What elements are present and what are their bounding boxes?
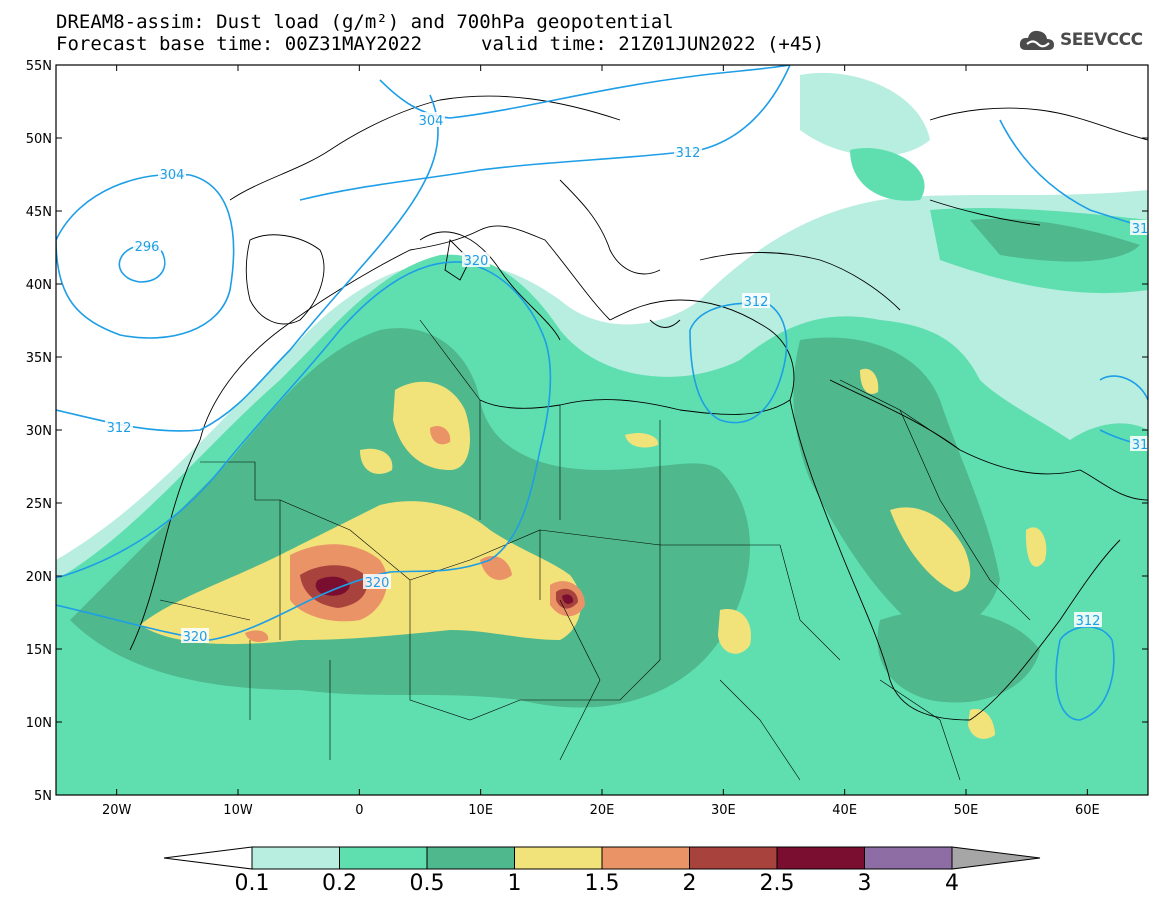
dust-band-1 <box>360 448 393 474</box>
lat-tick-label: 35N <box>26 351 52 366</box>
contour-label-bg <box>363 574 391 589</box>
colorbar-swatch <box>601 846 690 870</box>
contour-label: 31 <box>1132 222 1149 237</box>
dust-band-0-5 <box>970 218 1140 262</box>
lat-tick-label: 10N <box>26 716 52 731</box>
colorbar-level-label: 0.5 <box>410 871 445 896</box>
contour-label: 312 <box>744 295 769 310</box>
colorbar-swatch <box>339 846 428 870</box>
lon-tick-label: 10E <box>468 803 493 818</box>
contour-label-bg <box>1130 436 1150 451</box>
colorbar-level-label: 0.2 <box>322 871 357 896</box>
lon-tick-label: 40E <box>832 803 857 818</box>
colorbar-under-arrow <box>163 846 253 870</box>
colorbar-level-label: 2 <box>683 871 697 896</box>
lon-tick-label: 10W <box>223 803 253 818</box>
borders <box>159 319 1031 781</box>
lat-tick-label: 45N <box>26 205 52 220</box>
lat-tick-label: 30N <box>26 424 52 439</box>
forecast-base-time: Forecast base time: 00Z31MAY2022 <box>56 33 423 55</box>
contour-label-bg <box>133 238 161 253</box>
contour-label-bg <box>181 628 209 643</box>
colorbar-level-label: 0.1 <box>235 871 270 896</box>
colorbar-level-label: 3 <box>858 871 872 896</box>
dust-band-2-5 <box>315 576 350 596</box>
seevccc-logo: SEEVCCC <box>1018 26 1143 54</box>
lat-tick-label: 20N <box>26 570 52 585</box>
contour-label: 31 <box>1132 438 1149 453</box>
contour-label: 312 <box>1076 614 1101 629</box>
lat-tick-label: 15N <box>26 643 52 658</box>
logo-text: SEEVCCC <box>1060 30 1143 50</box>
map-title: DREAM8-assim: Dust load (g/m²) and 700hP… <box>56 11 674 33</box>
dust-band-1-5 <box>480 555 512 580</box>
lat-tick-label: 50N <box>26 132 52 147</box>
lat-tick-label: 40N <box>26 278 52 293</box>
colorbar-swatch <box>251 846 340 870</box>
dust-band-1-5 <box>245 630 269 642</box>
cloud-icon <box>1019 30 1054 50</box>
contour-label-bg <box>742 293 770 308</box>
colorbar-swatch <box>514 846 603 870</box>
dust-band-1 <box>393 381 470 470</box>
colorbar-swatch <box>776 846 865 870</box>
dust-band-1 <box>1025 527 1047 567</box>
lon-tick-label: 20W <box>102 803 132 818</box>
lon-tick-label: 30E <box>711 803 736 818</box>
contour-label: 304 <box>419 114 444 129</box>
contour-label: 312 <box>107 421 132 436</box>
colorbar-level-label: 4 <box>945 871 959 896</box>
coastlines <box>129 95 1148 721</box>
colorbar-level-label: 1 <box>508 871 522 896</box>
dust-band-1 <box>860 368 879 394</box>
dust-band-1 <box>625 433 659 448</box>
dust-field <box>56 65 1148 795</box>
lon-tick-label: 60E <box>1075 803 1100 818</box>
contour-label-bg <box>158 166 186 181</box>
lat-tick-label: 25N <box>26 497 52 512</box>
colorbar-swatch <box>864 846 953 870</box>
dust-band-1 <box>718 609 751 654</box>
valid-time: valid time: 21Z01JUN2022 (+45) <box>481 33 825 55</box>
dust-band-1 <box>890 507 971 592</box>
colorbar-over-arrow <box>951 846 1041 870</box>
contour-label: 320 <box>464 254 489 269</box>
contour-label: 304 <box>160 168 185 183</box>
contour-label-bg <box>1074 612 1102 627</box>
contour-label: 320 <box>365 576 390 591</box>
colorbar-swatch <box>426 846 515 870</box>
contour-label-bg <box>417 112 445 127</box>
lon-tick-label: 50E <box>954 803 979 818</box>
contour-label-bg <box>1130 220 1150 235</box>
colorbar-level-label: 2.5 <box>760 871 795 896</box>
colorbar-level-label: 1.5 <box>585 871 620 896</box>
dust-band-0-2 <box>850 148 925 201</box>
colorbar-swatch <box>689 846 778 870</box>
lon-tick-label: 0 <box>355 803 363 818</box>
dust-band-1-5 <box>430 425 451 445</box>
lat-tick-label: 5N <box>34 789 52 804</box>
contour-label: 296 <box>135 240 160 255</box>
contour-label-bg <box>105 419 133 434</box>
map-axes: 5N 10N 15N 20N 25N 30N 35N 40N 45N 50N 55N 20W 10W 0 1… <box>26 59 1148 818</box>
dust-band-0-1 <box>800 72 930 157</box>
lon-tick-label: 20E <box>590 803 615 818</box>
dust-band-0-5 <box>877 610 1040 703</box>
contour-labels: 304 296 312 320 320 320 312 312 312 304 31 31 <box>105 112 1150 645</box>
dust-band-2-5 <box>562 594 574 604</box>
contour-label-bg <box>674 144 702 159</box>
contour-label: 320 <box>183 630 208 645</box>
contour-label-bg <box>462 252 490 267</box>
contour-label: 312 <box>676 146 701 161</box>
lat-tick-label: 55N <box>26 59 52 74</box>
colorbar: 0.1 0.2 0.5 1 1.5 2 2.5 3 4 <box>163 846 1041 896</box>
